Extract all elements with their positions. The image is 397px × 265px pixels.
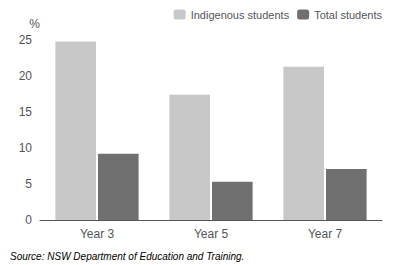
svg-text:0: 0: [25, 213, 32, 227]
svg-text:Year 3: Year 3: [80, 227, 115, 241]
svg-text:Source: NSW Department of Educ: Source: NSW Department of Education and …: [10, 251, 244, 262]
svg-text:Indigenous students: Indigenous students: [191, 9, 290, 21]
svg-text:15: 15: [19, 105, 33, 119]
svg-text:20: 20: [19, 69, 33, 83]
svg-text:5: 5: [25, 177, 32, 191]
svg-text:Total students: Total students: [314, 9, 382, 21]
svg-text:25: 25: [19, 33, 33, 47]
svg-text:Year 5: Year 5: [194, 227, 229, 241]
svg-text:10: 10: [19, 141, 33, 155]
svg-text:Year 7: Year 7: [308, 227, 343, 241]
svg-text:%: %: [29, 17, 40, 31]
